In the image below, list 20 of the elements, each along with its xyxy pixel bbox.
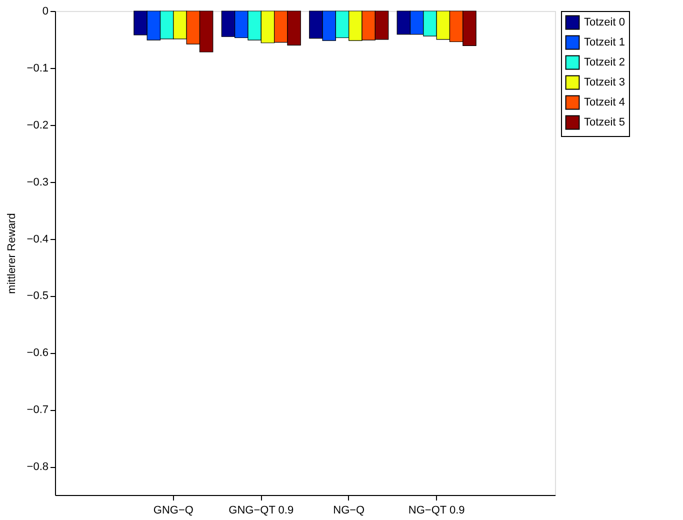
x-tick-label: NG−QT 0.9 — [408, 504, 465, 516]
legend-label: Totzeit 0 — [584, 16, 625, 28]
y-tick-label: −0.6 — [26, 347, 48, 360]
legend-label: Totzeit 5 — [584, 116, 625, 128]
y-axis-title: mittlerer Reward — [6, 213, 18, 294]
y-tick-label: −0.2 — [26, 119, 48, 132]
x-tick-label: GNG−Q — [153, 504, 194, 516]
legend-label: Totzeit 3 — [584, 76, 625, 88]
y-tick-label: −0.3 — [26, 176, 48, 188]
x-tick-label: NG−Q — [333, 504, 366, 516]
y-tick-label: 0 — [42, 6, 48, 18]
legend-label: Totzeit 1 — [584, 36, 625, 48]
legend-label: Totzeit 2 — [584, 56, 625, 68]
y-tick-label: −0.8 — [26, 461, 48, 474]
y-tick-label: −0.4 — [26, 233, 48, 246]
y-tick-label: −0.5 — [26, 290, 48, 302]
legend-label: Totzeit 4 — [584, 96, 625, 108]
y-tick-label: −0.1 — [26, 62, 48, 74]
x-tick-label: GNG−QT 0.9 — [228, 504, 294, 516]
y-tick-label: −0.7 — [26, 404, 48, 416]
